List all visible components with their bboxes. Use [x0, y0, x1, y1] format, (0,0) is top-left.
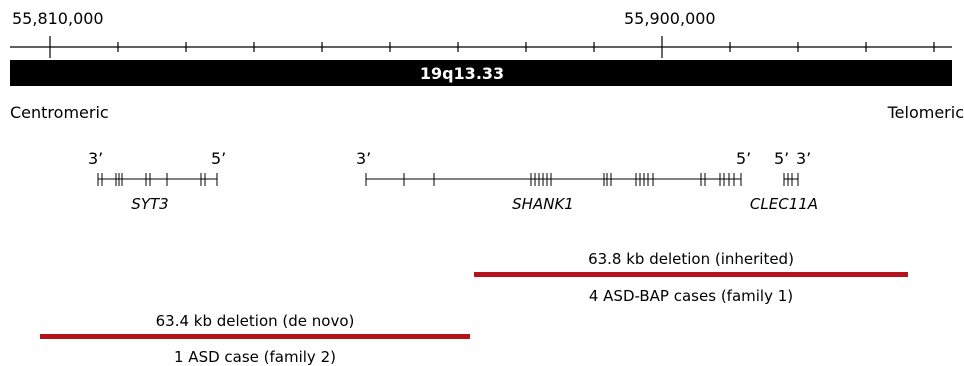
deletion-inherited-cases: 4 ASD-BAP cases (family 1)	[589, 287, 793, 305]
centromeric-label: Centromeric	[10, 103, 109, 122]
syt3-exons	[97, 173, 218, 186]
shank1-5prime-label: 5’	[736, 149, 751, 168]
chromosome-band: 19q13.33	[10, 60, 952, 86]
deletion-inherited-label: 63.8 kb deletion (inherited)	[588, 250, 794, 268]
coordinate-left-label: 55,810,000	[12, 9, 104, 28]
shank1-3prime-label: 3’	[356, 149, 371, 168]
syt3-gene-name: SYT3	[131, 195, 168, 213]
ruler-ticks	[49, 36, 935, 58]
band-label: 19q13.33	[420, 64, 504, 83]
shank1-gene-name: SHANK1	[512, 195, 574, 213]
deletion-de-novo-bar	[40, 334, 470, 339]
deletion-de-novo-cases: 1 ASD case (family 2)	[174, 348, 336, 366]
deletion-de-novo-label: 63.4 kb deletion (de novo)	[156, 312, 355, 330]
gene-clec11a: 5’ 3’ CLEC11A	[750, 149, 818, 213]
clec11a-5prime-label: 5’	[774, 149, 789, 168]
coordinate-ruler: 55,810,000 55,900,000	[10, 9, 952, 58]
clec11a-exons	[783, 173, 799, 186]
clec11a-3prime-label: 3’	[796, 149, 811, 168]
syt3-3prime-label: 3’	[88, 149, 103, 168]
clec11a-gene-name: CLEC11A	[750, 195, 818, 213]
band-bar	[10, 60, 952, 86]
syt3-5prime-label: 5’	[211, 149, 226, 168]
deletion-inherited: 63.8 kb deletion (inherited) 4 ASD-BAP c…	[474, 250, 908, 305]
deletion-de-novo: 63.4 kb deletion (de novo) 1 ASD case (f…	[40, 312, 470, 366]
shank1-exons	[365, 173, 742, 186]
gene-syt3: 3’ 5’ SYT3	[88, 149, 226, 213]
deletion-inherited-bar	[474, 272, 908, 277]
gene-shank1: 3’ 5’ SHANK1	[356, 149, 751, 213]
coordinate-right-label: 55,900,000	[624, 9, 716, 28]
telomeric-label: Telomeric	[887, 103, 964, 122]
